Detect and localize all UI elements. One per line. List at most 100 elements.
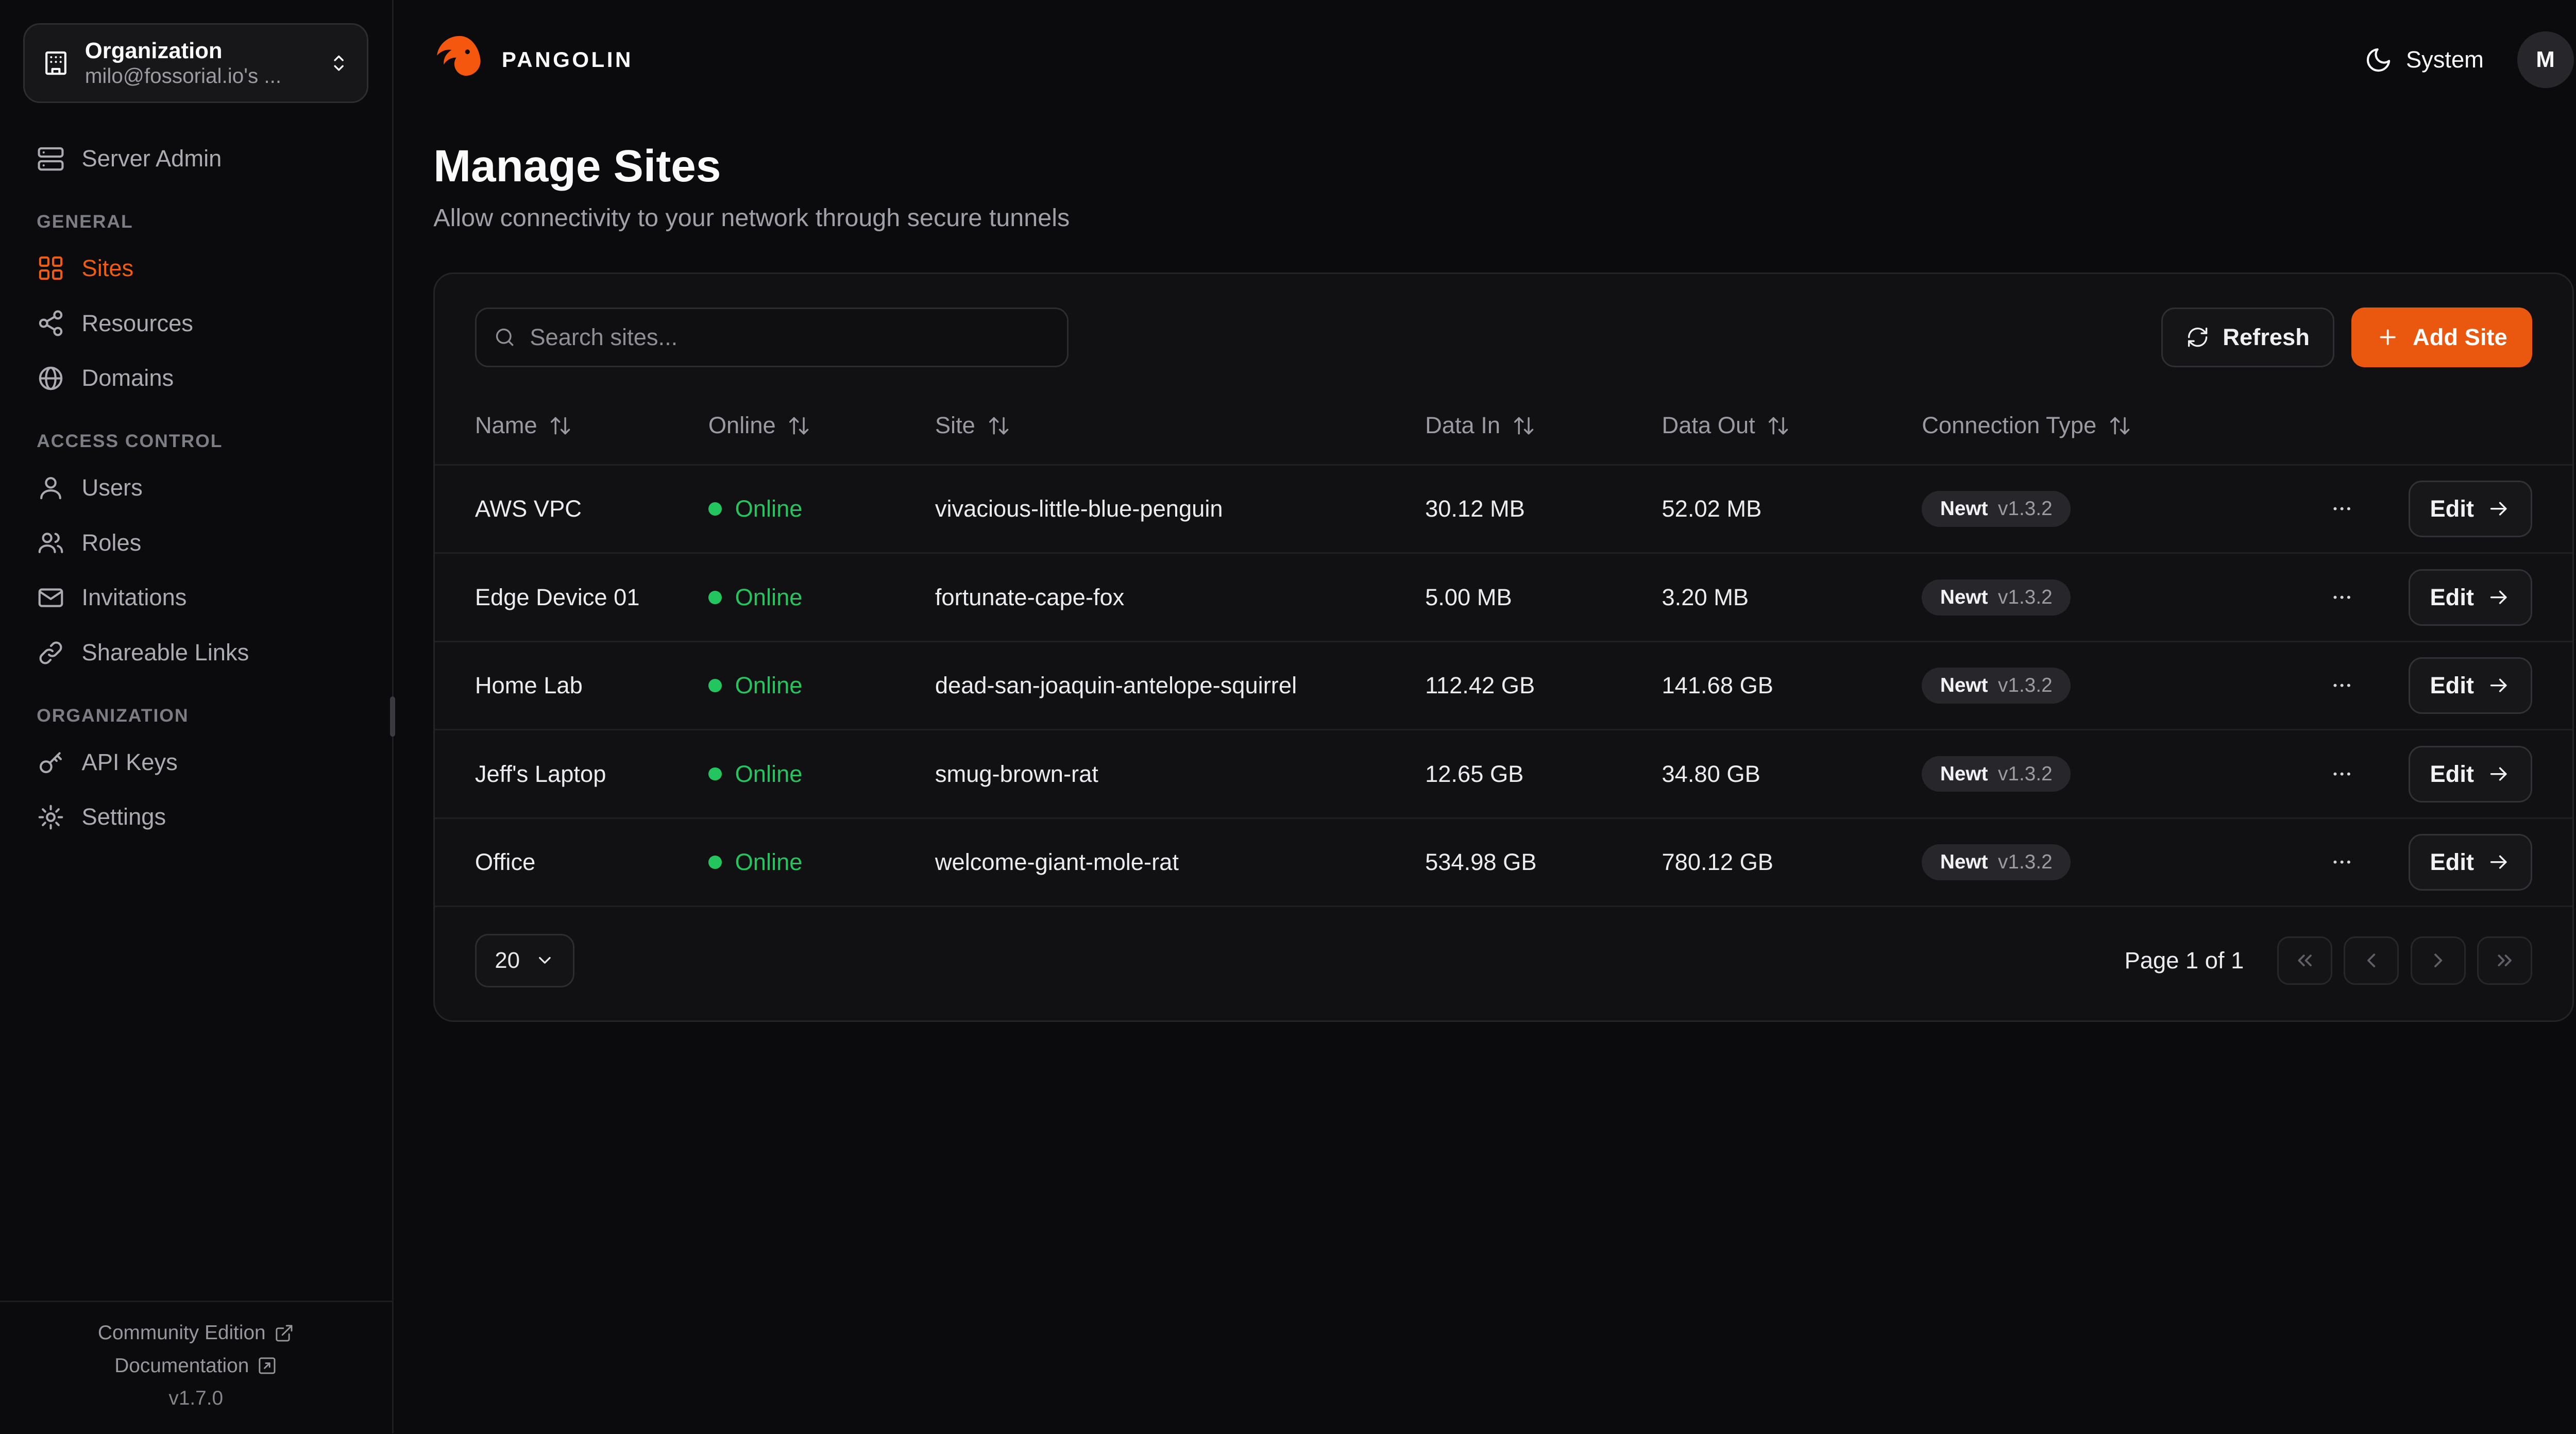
cell-name: Jeff's Laptop [475,761,708,788]
sidebar-item-domains[interactable]: Domains [23,352,368,404]
sidebar-item-sites[interactable]: Sites [23,243,368,294]
page-size-select[interactable]: 20 [474,933,575,987]
chevron-down-icon [539,957,551,964]
edit-button[interactable]: Edit [2408,481,2532,538]
avatar[interactable]: M [2517,31,2574,89]
row-actions-button[interactable] [2324,579,2361,616]
online-status-dot [708,502,722,516]
sidebar-item-server-admin[interactable]: Server Admin [23,133,368,184]
edit-button[interactable]: Edit [2408,833,2532,891]
edit-button-label: Edit [2430,848,2474,875]
column-header-name[interactable]: Name [475,412,708,439]
sidebar-item-api-keys[interactable]: API Keys [23,736,368,788]
column-header-data-in[interactable]: Data In [1425,412,1662,439]
row-actions-button[interactable] [2324,844,2361,880]
sidebar-item-users[interactable]: Users [23,462,368,514]
prev-page-button[interactable] [2344,936,2399,985]
sidebar-item-invitations[interactable]: Invitations [23,572,368,623]
last-page-button[interactable] [2477,936,2532,985]
column-label: Site [935,412,975,439]
online-status-text: Online [735,496,803,522]
cell-actions [2306,844,2379,880]
mail-icon [38,588,63,607]
sidebar-item-label: Settings [81,804,166,830]
sites-table: Name Online Site Data In Data Out Connection … [435,387,2572,908]
data-out-value: 34.80 GB [1662,760,1760,787]
table-row: Office Online welcome-giant-mole-rat 534… [435,817,2572,906]
theme-toggle[interactable]: System [2364,46,2484,74]
cell-site: welcome-giant-mole-rat [935,849,1425,876]
arrow-right-icon [2490,679,2507,693]
documentation-link[interactable]: Documentation [114,1355,277,1377]
section-label: GENERAL [37,211,133,232]
org-picker-title: Organization [84,38,223,64]
brand-name: PANGOLIN [501,47,633,72]
sidebar-item-settings[interactable]: Settings [23,791,368,843]
column-label: Online [708,412,776,439]
row-actions-button[interactable] [2324,756,2361,792]
edit-button[interactable]: Edit [2408,569,2532,626]
chevron-left-icon [2367,953,2376,967]
add-site-button[interactable]: Add Site [2351,307,2532,368]
connection-version: v1.3.2 [1997,586,2053,608]
community-edition-link[interactable]: Community Edition [98,1322,294,1344]
row-actions-button[interactable] [2324,491,2361,527]
cell-connection-type: Newt v1.3.2 [1922,756,2306,792]
refresh-button[interactable]: Refresh [2161,307,2335,368]
refresh-icon [2188,328,2208,347]
org-picker[interactable]: Organization milo@fossorial.io's ... [23,23,369,104]
edit-button[interactable]: Edit [2408,745,2532,803]
sidebar-item-resources[interactable]: Resources [23,297,368,349]
connection-version: v1.3.2 [1997,850,2053,873]
gear-icon [38,805,63,830]
resources-icon [39,310,63,336]
plus-icon [2380,329,2396,346]
edit-button-label: Edit [2430,672,2474,699]
page-title: Manage Sites [433,140,721,191]
connection-type-badge: Newt v1.3.2 [1922,756,2071,792]
org-picker-texts: Organization milo@fossorial.io's ... [85,38,312,88]
edit-button[interactable]: Edit [2408,657,2532,714]
ellipsis-icon [2333,684,2351,688]
cell-data-out: 141.68 GB [1662,672,1922,699]
column-header-data-out[interactable]: Data Out [1662,412,1922,439]
cell-actions [2306,667,2379,704]
sites-card: Refresh Add Site Name Online Site Data In Da… [433,272,2574,1022]
cell-data-in: 5.00 MB [1425,584,1662,611]
cell-data-out: 780.12 GB [1662,849,1922,876]
sidebar-item-label: Domains [81,365,174,391]
data-out-value: 3.20 MB [1662,584,1749,610]
cell-connection-type: Newt v1.3.2 [1922,668,2306,704]
avatar-initial: M [2536,47,2555,73]
theme-toggle-label: System [2405,46,2484,73]
page-size-value: 20 [495,947,520,973]
online-status-text: Online [735,584,803,610]
external-link-icon [259,1357,276,1374]
first-page-button[interactable] [2277,936,2332,985]
sidebar-resize-handle[interactable] [390,696,396,737]
next-page-button[interactable] [2410,936,2466,985]
row-actions-button[interactable] [2324,667,2361,704]
cell-actions [2306,491,2379,527]
cell-edit: Edit [2379,481,2532,538]
cell-edit: Edit [2379,569,2532,626]
column-header-site[interactable]: Site [935,412,1425,439]
chevrons-left-icon [2298,954,2312,967]
column-header-connection-type[interactable]: Connection Type [1922,412,2306,439]
cell-online: Online [708,496,935,522]
sidebar-item-roles[interactable]: Roles [23,517,368,568]
sidebar-item-label: Users [81,474,143,501]
column-header-online[interactable]: Online [708,412,935,439]
sort-icon [789,417,809,435]
search-input[interactable] [530,323,1050,351]
section-label: ORGANIZATION [37,705,189,726]
cell-site: fortunate-cape-fox [935,584,1425,611]
sites-icon [39,257,63,280]
data-in-value: 5.00 MB [1425,584,1512,610]
chevrons-right-icon [2498,954,2512,967]
data-out-value: 141.68 GB [1662,672,1774,699]
site-name: Home Lab [474,672,583,699]
sidebar-item-shareable-links[interactable]: Shareable Links [23,627,368,678]
org-picker-subtitle: milo@fossorial.io's ... [84,64,282,88]
